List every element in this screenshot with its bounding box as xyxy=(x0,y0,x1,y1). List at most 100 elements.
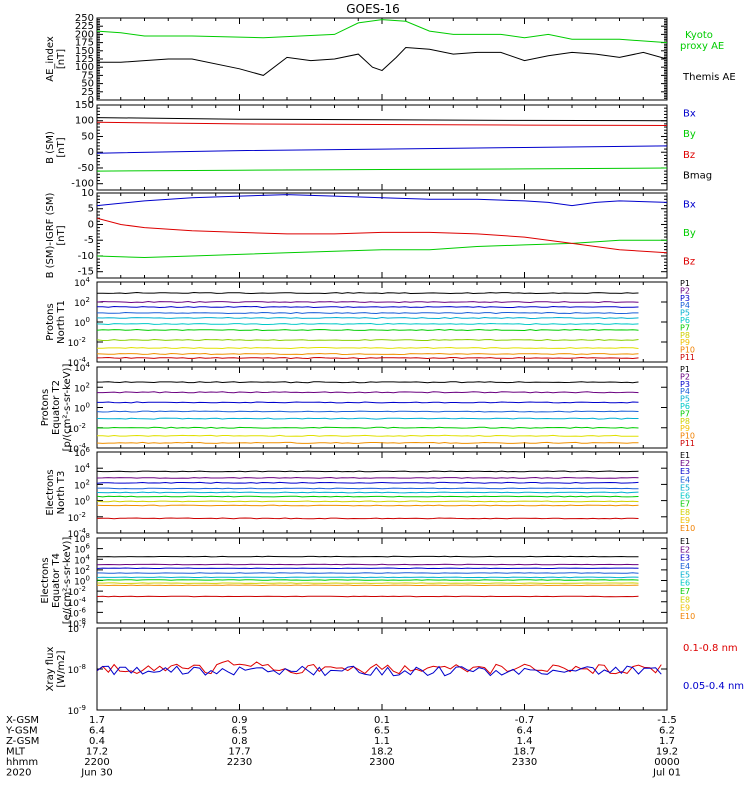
channel-t2-p2: P2 xyxy=(680,372,690,381)
series-line-themis-ae xyxy=(97,46,667,76)
series-line-e2 xyxy=(97,563,639,566)
channel-p-t1-p1: P1 xyxy=(680,279,690,288)
series-line-p1 xyxy=(97,381,639,384)
channel-t2-p9: P9 xyxy=(680,424,690,433)
series-line-bx xyxy=(97,145,667,154)
series-line-p4 xyxy=(97,410,639,413)
channel-e-t3-e4: E4 xyxy=(680,475,690,484)
series-line-e7 xyxy=(97,582,639,584)
series-line-p5 xyxy=(97,316,639,320)
y-tick-label: 100 xyxy=(74,495,90,508)
series-line-p8 xyxy=(97,441,639,444)
channel-t2-p6: P6 xyxy=(680,402,690,411)
y-tick-label: 10-9 xyxy=(68,704,86,717)
channel-e-t4-e1: E1 xyxy=(680,537,690,546)
x-row-label: Z-GSM xyxy=(6,736,39,747)
y-axis-label: B (SM) xyxy=(45,131,56,164)
panel-frame xyxy=(96,192,668,279)
panel-2: -100 -50 0 50 100 150 B (SM) [nT] xyxy=(45,100,668,191)
series-line-p3 xyxy=(97,401,639,404)
panel-6: 10-4 10-2 100 102 104 106 Electrons North T3 xyxy=(45,446,668,540)
channel-t2-p7: P7 xyxy=(680,409,690,418)
y-axis-label: [nT] xyxy=(56,137,67,157)
legend-b-igrf-by: By xyxy=(683,228,696,239)
panel-5: 10-4 10-2 100 102 104 Protons Equator T2 [p/(cm… xyxy=(40,361,668,455)
y-tick-label: 100 xyxy=(75,62,94,73)
series-line-by xyxy=(97,167,667,172)
y-axis-label: B (SM)-IGRF (SM) xyxy=(45,193,56,279)
series-line-p1 xyxy=(97,291,639,295)
x-column-value: 1.7 xyxy=(659,736,675,747)
channel-p-t1-p7: P7 xyxy=(680,323,690,332)
y-tick-label: 102 xyxy=(74,296,90,309)
x-column-value: 2300 xyxy=(369,757,394,768)
x-column-value: 0.1 xyxy=(374,715,390,726)
y-tick-label: 10-4 xyxy=(68,596,87,609)
channel-t2-p8: P8 xyxy=(680,417,690,426)
x-row-label: 2020 xyxy=(6,768,31,779)
channel-e-t3-e3: E3 xyxy=(680,467,690,476)
x-column-value: 1.1 xyxy=(374,736,390,747)
y-tick-label: 10-2 xyxy=(68,585,86,598)
series-line-e6 xyxy=(97,495,639,498)
y-tick-label: 150 xyxy=(75,46,94,57)
x-column-value: 17.7 xyxy=(228,747,250,758)
series-line-e9 xyxy=(97,517,639,520)
x-column-value: 0.9 xyxy=(232,715,248,726)
channel-e-t4-e2: E2 xyxy=(680,545,690,554)
y-tick-label: 25 xyxy=(81,87,94,98)
x-column-value: 0.4 xyxy=(89,736,105,747)
y-tick-label: 100 xyxy=(75,116,94,127)
series-line-e9 xyxy=(97,595,639,598)
channel-t2-p10: P10 xyxy=(680,432,695,441)
channel-e-t3-e8: E8 xyxy=(680,508,690,517)
y-axis-label: [W/m2] xyxy=(56,650,67,687)
y-tick-label: 104 xyxy=(74,361,90,374)
channel-e-t3-e7: E7 xyxy=(680,500,690,509)
y-tick-label: 100 xyxy=(74,316,90,329)
channel-p-t1-p9: P9 xyxy=(680,338,690,347)
series-line-0-05-0-4-nm xyxy=(97,665,662,677)
y-tick-label: 10-4 xyxy=(68,356,87,369)
y-tick-label: 10-8 xyxy=(68,617,86,630)
series-line-bmag xyxy=(97,117,667,122)
x-column-value: 2330 xyxy=(512,757,537,768)
channel-e-t4-e5: E5 xyxy=(680,570,690,579)
y-tick-label: 0 xyxy=(88,95,94,106)
panel-4: 10-4 10-2 100 102 104 Protons North T1 xyxy=(45,276,668,369)
channel-t2-p4: P4 xyxy=(680,387,690,396)
y-tick-label: 106 xyxy=(74,446,90,459)
channel-p-t1-p6: P6 xyxy=(680,316,690,325)
x-column-value: 1.4 xyxy=(517,736,533,747)
channel-e-t4-e4: E4 xyxy=(680,562,690,571)
x-row-label: MLT xyxy=(6,747,26,758)
channel-t2-p5: P5 xyxy=(680,395,690,404)
y-tick-label: 10-2 xyxy=(68,336,86,349)
series-line-p5 xyxy=(97,417,639,420)
legend-xray-long: 0.1-0.8 nm xyxy=(683,643,738,654)
series-line-p11 xyxy=(97,356,639,360)
series-line-e3 xyxy=(97,481,639,484)
y-tick-label: 200 xyxy=(75,29,94,40)
series-line-bz xyxy=(97,217,667,254)
series-line-e4 xyxy=(97,487,639,490)
series-line-p10 xyxy=(97,352,639,356)
x-column-value: 19.2 xyxy=(656,747,678,758)
panel-8: 10-9 10-8 10-7 Xray flux [W/m2] xyxy=(45,622,668,717)
y-axis-label: [p/(cm²-s-sr-keV)] xyxy=(62,364,73,452)
channel-e-t3-e6: E6 xyxy=(680,492,690,501)
channel-p-t1-p10: P10 xyxy=(680,346,695,355)
y-tick-label: 102 xyxy=(74,564,90,577)
series-line-p9 xyxy=(97,346,639,350)
y-tick-label: 100 xyxy=(74,575,90,588)
panel-frame xyxy=(96,104,668,191)
legend-b-sm-bz: Bz xyxy=(683,150,695,161)
x-row-label: Y-GSM xyxy=(5,726,38,737)
y-tick-label: 0 xyxy=(88,219,94,230)
y-tick-label: 104 xyxy=(74,462,90,475)
y-tick-label: 10 xyxy=(81,188,94,199)
series-line-kyoto-proxy-ae xyxy=(97,19,667,44)
